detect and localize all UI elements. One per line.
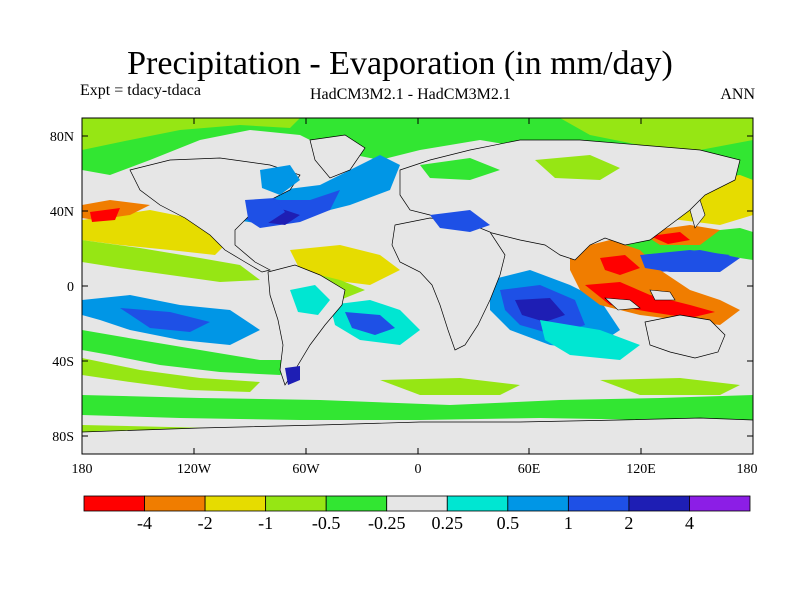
x-tick-label: 180	[72, 462, 93, 477]
y-tick-label: 80S	[52, 430, 74, 445]
colorbar: -4 -2 -1 -0.5 -0.25 0.25 0.5 1 2 4	[83, 495, 751, 533]
x-tick-label: 60W	[292, 462, 320, 477]
x-tick-label: 120E	[626, 462, 656, 477]
colorbar-label: 0.5	[497, 513, 520, 533]
colorbar-label: -1	[258, 513, 273, 533]
colorbar-swatch	[204, 495, 267, 512]
colorbar-label: 1	[564, 513, 573, 533]
colorbar-swatch	[325, 495, 388, 512]
colorbar-label: -0.5	[312, 513, 341, 533]
colorbar-label: 4	[685, 513, 694, 533]
colorbar-label: -4	[137, 513, 152, 533]
y-tick-label: 80N	[50, 130, 74, 145]
colorbar-swatch	[628, 495, 690, 512]
y-tick-label: 0	[67, 280, 74, 295]
colorbar-label: 0.25	[432, 513, 464, 533]
colorbar-swatch	[567, 495, 630, 512]
figure-title: Precipitation - Evaporation (in mm/day)	[127, 45, 673, 82]
colorbar-label: -0.25	[368, 513, 406, 533]
season-label: ANN	[720, 86, 755, 103]
colorbar-swatch	[446, 495, 509, 512]
colorbar-label: 2	[624, 513, 633, 533]
y-tick-label: 40S	[52, 355, 74, 370]
colorbar-swatch	[507, 495, 569, 512]
colorbar-swatch	[144, 495, 206, 512]
colorbar-swatch	[386, 495, 448, 512]
x-tick-label: 60E	[518, 462, 541, 477]
x-tick-label: 0	[415, 462, 422, 477]
model-label: HadCM3M2.1 - HadCM3M2.1	[310, 86, 511, 103]
x-tick-label: 120W	[177, 462, 212, 477]
colorbar-label: -2	[198, 513, 213, 533]
experiment-label: Expt = tdacy-tdaca	[80, 82, 201, 99]
colorbar-swatch	[265, 495, 327, 512]
x-tick-label: 180	[737, 462, 758, 477]
axis-ticks	[81, 118, 754, 454]
land-masses	[82, 134, 753, 454]
colorbar-swatch	[689, 495, 751, 512]
y-tick-label: 40N	[50, 205, 74, 220]
precip-minus-evap-field	[82, 118, 753, 454]
colorbar-swatch	[83, 495, 145, 512]
